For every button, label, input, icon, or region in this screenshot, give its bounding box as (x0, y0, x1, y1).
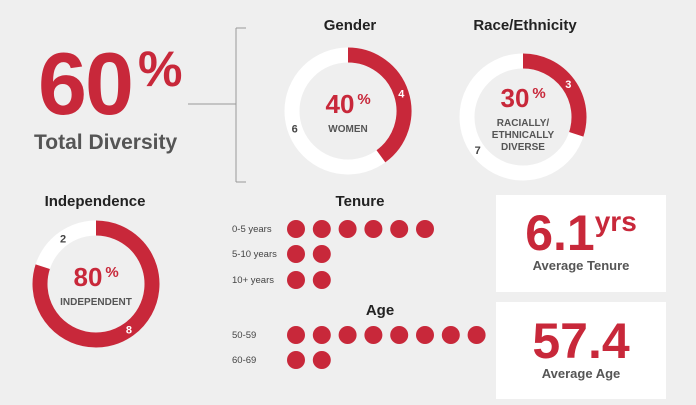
race-title: Race/Ethnicity (473, 17, 577, 34)
dot-mark (441, 326, 460, 344)
dot-mark (416, 220, 434, 238)
bracket-connector (188, 27, 246, 183)
donut-slice-value: 7 (475, 145, 481, 157)
donut-slice-value: 4 (398, 89, 405, 101)
donut-slice-highlight (32, 220, 160, 348)
dot-row-label: 50-59 (232, 330, 256, 341)
average-tenure-card: 6.1yrs Average Tenure (496, 195, 666, 292)
total-diversity-number: 60 (38, 34, 134, 133)
dot-mark (287, 220, 305, 238)
average-tenure-value: 6.1 (525, 205, 595, 261)
dot-mark (312, 351, 331, 369)
dot-mark (312, 220, 331, 238)
dot-mark (390, 326, 409, 344)
donut-slice-highlight (347, 47, 412, 163)
donut-center-value: 80 (74, 262, 103, 292)
donut-center-value: 30 (501, 83, 530, 113)
dot-row-label: 0-5 years (232, 224, 272, 235)
dot-mark (390, 220, 409, 238)
donut-center-label: INDEPENDENT (60, 297, 132, 308)
average-age-value: 57.4 (532, 313, 630, 369)
independence-title: Independence (44, 193, 146, 210)
donut-center-label: RACIALLY/ (497, 118, 550, 129)
dot-mark (312, 326, 331, 344)
average-tenure-value-line: 6.1yrs (496, 205, 666, 261)
average-tenure-label: Average Tenure (532, 258, 630, 273)
dot-mark (338, 326, 357, 344)
dot-mark (312, 271, 331, 289)
donut-center-value: 40 (326, 89, 355, 119)
donut-center-label: DIVERSE (501, 142, 545, 153)
total-diversity-value: 60 % (38, 40, 182, 128)
dot-mark (364, 220, 383, 238)
dot-mark (364, 326, 383, 344)
dot-row-label: 5-10 years (232, 249, 277, 260)
dot-mark (287, 326, 305, 344)
donut-center-unit: % (532, 85, 545, 102)
donut-center-label: WOMEN (328, 124, 367, 135)
gender-title: Gender (323, 17, 377, 34)
donut-slice-value: 8 (126, 324, 132, 336)
dot-mark (287, 351, 305, 369)
tenure-title: Tenure (335, 193, 385, 210)
dot-mark (312, 245, 331, 263)
dot-row-label: 10+ years (232, 275, 274, 286)
total-diversity-label: Total Diversity (34, 131, 178, 154)
donut-slice-value: 3 (565, 79, 571, 91)
average-age-label: Average Age (541, 366, 621, 381)
dot-row-label: 60-69 (232, 355, 256, 366)
dot-mark (287, 245, 305, 263)
total-diversity-unit: % (138, 41, 183, 97)
donut-slice-value: 6 (292, 123, 298, 135)
average-tenure-unit: yrs (594, 206, 637, 237)
dot-mark (338, 220, 357, 238)
dot-mark (287, 271, 305, 289)
donut-slice-value: 2 (60, 234, 66, 246)
donut-slice-highlight (522, 53, 587, 137)
donut-center-unit: % (105, 264, 118, 281)
donut-center-unit: % (357, 91, 370, 108)
average-age-card: 57.4 Average Age (496, 302, 666, 399)
dot-mark (467, 326, 486, 344)
dot-mark (416, 326, 434, 344)
donut-center-label: ETHNICALLY (492, 130, 555, 141)
age-title: Age (365, 302, 395, 319)
